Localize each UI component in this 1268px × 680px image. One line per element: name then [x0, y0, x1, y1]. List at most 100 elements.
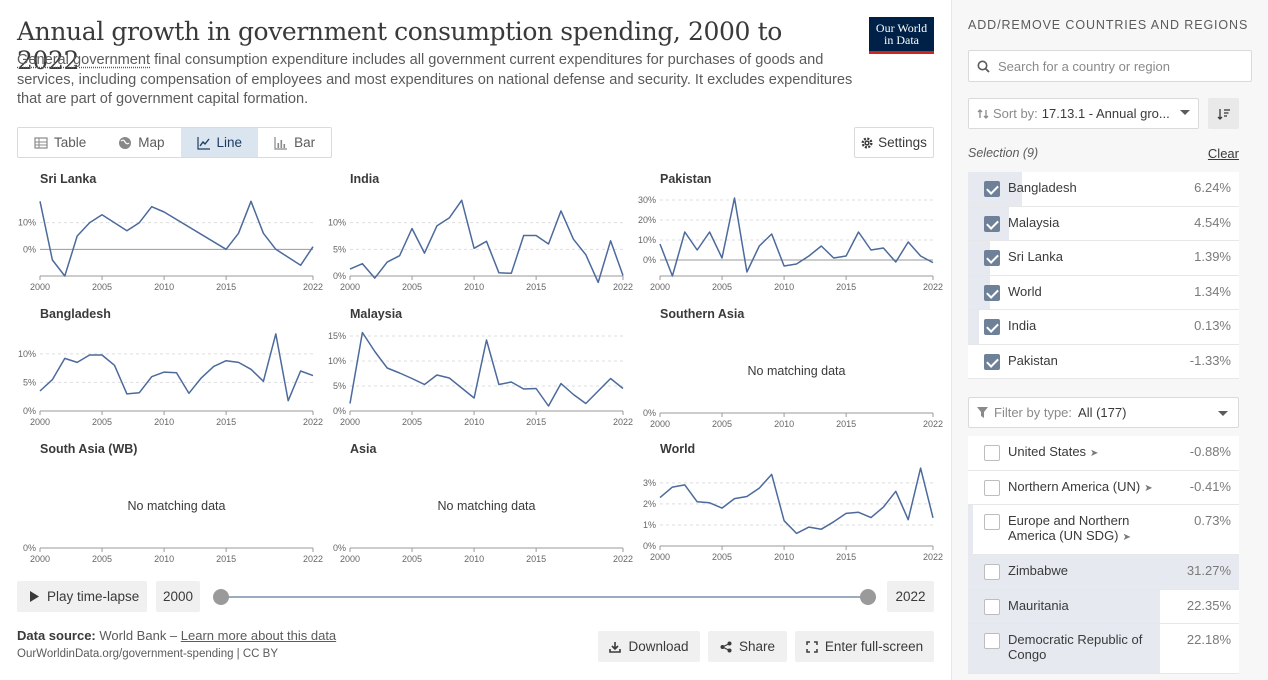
filter-value: All (177)	[1078, 405, 1127, 420]
timeline-start-handle[interactable]	[213, 589, 229, 605]
entity-row[interactable]: Northern America (UN) ➤ -0.41%	[968, 470, 1239, 505]
gear-icon	[861, 136, 873, 149]
play-icon	[30, 591, 39, 602]
entity-checkbox[interactable]	[984, 445, 1000, 461]
entity-row[interactable]: Europe and Northern America (UN SDG) ➤ 0.7…	[968, 505, 1239, 555]
y-tick-label: 10%	[638, 235, 656, 245]
learn-more-link[interactable]: Learn more about this data	[180, 628, 337, 643]
entity-checkbox[interactable]	[984, 181, 1000, 197]
entity-checkbox[interactable]	[984, 284, 1000, 301]
entity-row[interactable]: Pakistan -1.33%	[968, 344, 1239, 379]
panel-title: World	[660, 442, 696, 456]
x-tick-label: 2022	[303, 417, 323, 427]
filter-by-type-select[interactable]: Filter by type: All (177)	[968, 397, 1239, 428]
x-tick-label: 2015	[526, 282, 546, 292]
entity-row[interactable]: Democratic Republic of Congo 22.18%	[968, 624, 1239, 674]
x-tick-label: 2022	[613, 417, 633, 427]
y-tick-label: 10%	[18, 218, 36, 228]
chevron-down-icon	[1180, 110, 1190, 115]
owid-logo[interactable]: Our World in Data	[869, 17, 934, 54]
entity-name: Pakistan	[1008, 352, 1058, 368]
entity-checkbox[interactable]	[984, 353, 1000, 370]
settings-button[interactable]: Settings	[854, 127, 934, 158]
x-tick-label: 2022	[303, 282, 323, 292]
end-year-box[interactable]: 2022	[887, 581, 934, 612]
entity-name: Zimbabwe	[1008, 563, 1068, 578]
timeline-track[interactable]	[221, 596, 868, 598]
panel-malaysia: Malaysia 0% 5% 10% 15% 2000 2005 2010 2015 2022	[327, 307, 633, 437]
aggregate-region-icon: ➤	[1122, 532, 1131, 543]
entity-row[interactable]: India 0.13%	[968, 310, 1239, 345]
entity-checkbox[interactable]	[984, 598, 1000, 615]
entity-name: World	[1008, 283, 1042, 299]
sort-direction-button[interactable]	[1208, 98, 1239, 129]
entity-row[interactable]: United States ➤ -0.88%	[968, 436, 1239, 471]
panel-title: Asia	[350, 442, 377, 456]
entity-row[interactable]: Malaysia 4.54%	[968, 206, 1239, 241]
x-tick-label: 2022	[923, 419, 943, 429]
x-tick-label: 2022	[923, 282, 943, 292]
x-tick-label: 2005	[712, 552, 732, 562]
panel-chart-world: 0% 1% 2% 3% 2000 2005 2010 2015 2022	[643, 467, 943, 562]
tab-table[interactable]: Table	[18, 128, 102, 157]
entity-checkbox[interactable]	[984, 319, 1000, 335]
entity-selector-sidebar: ADD/REMOVE COUNTRIES AND REGIONS Search …	[951, 0, 1268, 680]
x-tick-label: 2015	[836, 282, 856, 292]
entity-checkbox[interactable]	[984, 633, 1000, 649]
search-icon	[977, 60, 990, 73]
entity-row[interactable]: Bangladesh 6.24%	[968, 172, 1239, 207]
source-label: Data source:	[17, 628, 96, 643]
x-tick-label: 2015	[526, 417, 546, 427]
tab-line[interactable]: Line	[180, 128, 259, 157]
tab-map[interactable]: Map	[102, 128, 180, 157]
entity-checkbox[interactable]	[984, 514, 1000, 530]
x-tick-label: 2010	[154, 282, 174, 292]
play-timelapse-button[interactable]: Play time-lapse	[17, 581, 147, 612]
aggregate-region-icon: ➤	[1090, 448, 1099, 459]
aggregate-region-icon: ➤	[1144, 482, 1153, 494]
entity-value: 22.35%	[1186, 597, 1231, 613]
country-search-input[interactable]: Search for a country or region	[968, 50, 1252, 82]
entity-row[interactable]: Zimbabwe 31.27%	[968, 555, 1239, 590]
sort-value: 17.13.1 - Annual gro...	[1041, 106, 1170, 121]
y-tick-label: 30%	[638, 195, 656, 205]
y-tick-label: 0%	[643, 255, 656, 265]
share-button[interactable]: Share	[708, 631, 787, 662]
entity-row[interactable]: Sri Lanka 1.39%	[968, 241, 1239, 276]
series-line	[659, 197, 934, 277]
y-tick-label: 5%	[23, 377, 36, 387]
entity-row[interactable]: Mauritania 22.35%	[968, 589, 1239, 624]
panel-chart-asia: 0%2000 2005 2010 2015 2022 No matching data	[333, 499, 633, 564]
chart-subtitle: General government final consumption exp…	[17, 51, 857, 110]
series-line	[39, 333, 314, 402]
sort-by-select[interactable]: Sort by: 17.13.1 - Annual gro...	[968, 98, 1199, 129]
entity-checkbox[interactable]	[984, 250, 1000, 266]
x-tick-label: 2022	[613, 554, 633, 564]
entity-checkbox[interactable]	[984, 479, 1000, 496]
entity-checkbox[interactable]	[984, 215, 1000, 232]
entity-checkbox[interactable]	[984, 564, 1000, 580]
x-tick-label: 2000	[340, 417, 360, 427]
download-button[interactable]: Download	[598, 631, 700, 662]
fullscreen-label: Enter full-screen	[824, 639, 924, 654]
fullscreen-button[interactable]: Enter full-screen	[795, 631, 934, 662]
x-tick-label: 2005	[92, 282, 112, 292]
panel-title: India	[350, 172, 380, 186]
download-label: Download	[628, 639, 689, 654]
start-year-box[interactable]: 2000	[156, 581, 200, 612]
series-line	[659, 467, 934, 535]
panel-chart-india: 0% 5% 10% 2000 2005 2010 2015 2022	[328, 199, 633, 292]
panel-chart-bangladesh: 0% 5% 10% 2000 2005 2010 2015 2022	[18, 333, 323, 427]
source-url: OurWorldinData.org/government-spending |…	[17, 648, 279, 660]
subtitle-text: final consumption expenditure includes a…	[17, 52, 853, 107]
x-tick-label: 2015	[216, 282, 236, 292]
panel-india: India 0% 5% 10% 2000 2005 2010 2015 2022	[327, 172, 633, 302]
subtitle-definition-link[interactable]: General government	[17, 52, 151, 68]
panel-title: Sri Lanka	[40, 172, 97, 186]
panel-title: Southern Asia	[660, 307, 745, 321]
tab-bar[interactable]: Bar	[258, 128, 331, 157]
entity-row[interactable]: World 1.34%	[968, 275, 1239, 310]
filter-label: Filter by type:	[994, 405, 1073, 420]
timeline-end-handle[interactable]	[860, 589, 876, 605]
clear-selection-button[interactable]: Clear	[1207, 146, 1239, 161]
